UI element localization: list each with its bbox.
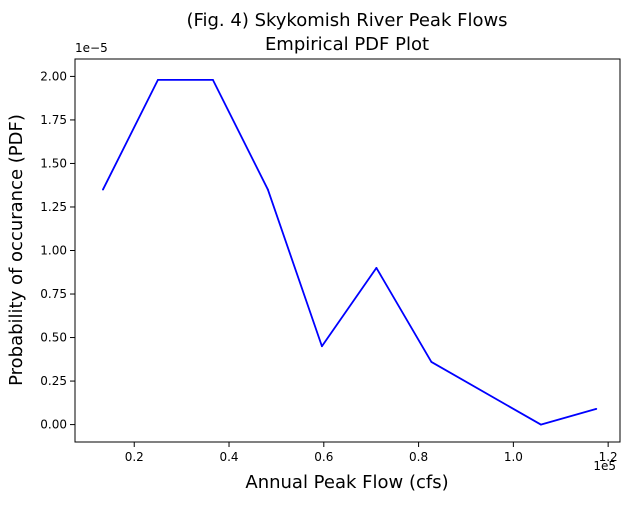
chart-title-line2: Empirical PDF Plot: [265, 34, 429, 55]
y-tick-label: 0.25: [40, 374, 67, 388]
y-tick-label: 0.50: [40, 331, 67, 345]
y-tick-label: 1.50: [40, 156, 67, 170]
x-tick-label: 0.6: [314, 450, 333, 464]
y-offset-label: 1e−5: [75, 41, 108, 55]
x-tick-label: 0.2: [125, 450, 144, 464]
y-axis-label: Probability of occurance (PDF): [6, 114, 27, 386]
y-tick-label: 1.00: [40, 244, 67, 258]
data-point: [375, 267, 378, 269]
data-point: [212, 78, 214, 81]
y-tick-label: 0.00: [40, 418, 67, 432]
series-line-pdf: [102, 78, 597, 426]
data-point: [430, 361, 433, 363]
y-tick-label: 0.75: [40, 287, 67, 301]
x-axis-label: Annual Peak Flow (cfs): [245, 472, 448, 493]
series-layer: [102, 78, 598, 426]
y-tick-label: 1.75: [40, 113, 67, 127]
data-point: [539, 423, 542, 426]
x-axis-ticks: 0.2 0.4 0.6 0.8 1.0 1.2: [125, 442, 618, 464]
data-point: [102, 188, 104, 191]
data-point: [595, 408, 598, 410]
x-offset-label: 1e5: [593, 459, 616, 473]
data-point: [266, 188, 269, 191]
data-point: [157, 78, 159, 81]
y-tick-label: 1.25: [40, 200, 67, 214]
data-point: [321, 345, 323, 348]
y-tick-label: 2.00: [40, 69, 67, 83]
plot-area-frame: [74, 58, 621, 443]
x-tick-label: 1.0: [504, 450, 523, 464]
x-tick-label: 0.8: [409, 450, 428, 464]
chart-title-line1: (Fig. 4) Skykomish River Peak Flows: [186, 10, 507, 31]
x-tick-label: 0.4: [219, 450, 238, 464]
x-tick-label: 1.2: [599, 450, 618, 464]
y-axis-ticks: 0.00 0.25 0.50 0.75 1.00 1.25 1.50 1.75 2.00: [40, 69, 75, 432]
